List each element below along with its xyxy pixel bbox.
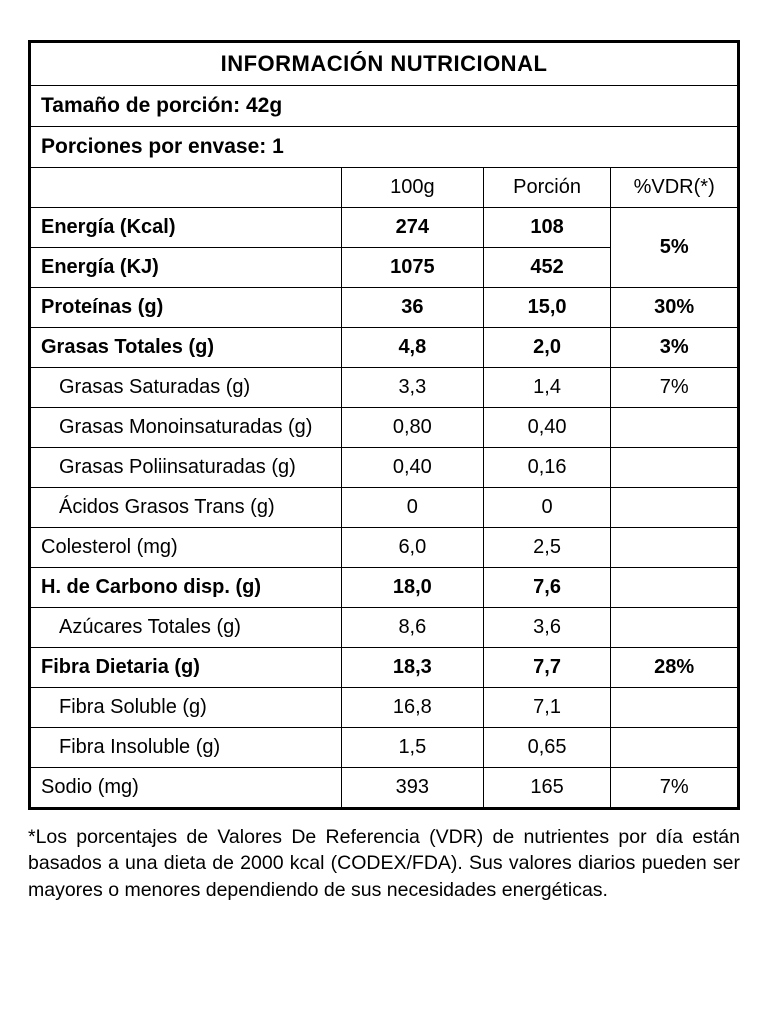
label-fiber-sol: Fibra Soluble (g) bbox=[30, 688, 342, 728]
label-carbs: H. de Carbono disp. (g) bbox=[30, 568, 342, 608]
label-fat-mono: Grasas Monoinsaturadas (g) bbox=[30, 408, 342, 448]
val-fat-total-100g: 4,8 bbox=[341, 328, 483, 368]
val-energy-kcal-portion: 108 bbox=[483, 208, 611, 248]
row-cholesterol: Colesterol (mg) 6,0 2,5 bbox=[30, 528, 739, 568]
val-fat-poly-vdr bbox=[611, 448, 739, 488]
val-energy-kcal-100g: 274 bbox=[341, 208, 483, 248]
label-fat-poly: Grasas Poliinsaturadas (g) bbox=[30, 448, 342, 488]
val-sugars-portion: 3,6 bbox=[483, 608, 611, 648]
val-fiber-100g: 18,3 bbox=[341, 648, 483, 688]
val-protein-vdr: 30% bbox=[611, 288, 739, 328]
val-energy-kj-100g: 1075 bbox=[341, 248, 483, 288]
row-fat-total: Grasas Totales (g) 4,8 2,0 3% bbox=[30, 328, 739, 368]
val-fiber-sol-100g: 16,8 bbox=[341, 688, 483, 728]
val-carbs-100g: 18,0 bbox=[341, 568, 483, 608]
label-fat-total: Grasas Totales (g) bbox=[30, 328, 342, 368]
table-title: INFORMACIÓN NUTRICIONAL bbox=[30, 42, 739, 86]
serving-size-row: Tamaño de porción: 42g bbox=[30, 86, 739, 127]
val-sodium-vdr: 7% bbox=[611, 768, 739, 809]
val-fiber-sol-portion: 7,1 bbox=[483, 688, 611, 728]
val-fat-mono-vdr bbox=[611, 408, 739, 448]
label-sodium: Sodio (mg) bbox=[30, 768, 342, 809]
val-carbs-portion: 7,6 bbox=[483, 568, 611, 608]
row-fiber-insol: Fibra Insoluble (g) 1,5 0,65 bbox=[30, 728, 739, 768]
footnote: *Los porcentajes de Valores De Referenci… bbox=[28, 824, 740, 903]
val-fiber-sol-vdr bbox=[611, 688, 739, 728]
row-fat-mono: Grasas Monoinsaturadas (g) 0,80 0,40 bbox=[30, 408, 739, 448]
label-fiber-insol: Fibra Insoluble (g) bbox=[30, 728, 342, 768]
val-energy-vdr: 5% bbox=[611, 208, 739, 288]
label-protein: Proteínas (g) bbox=[30, 288, 342, 328]
column-header-row: 100g Porción %VDR(*) bbox=[30, 168, 739, 208]
header-blank bbox=[30, 168, 342, 208]
row-fiber-sol: Fibra Soluble (g) 16,8 7,1 bbox=[30, 688, 739, 728]
row-fat-poly: Grasas Poliinsaturadas (g) 0,40 0,16 bbox=[30, 448, 739, 488]
val-fat-trans-vdr bbox=[611, 488, 739, 528]
val-fiber-insol-vdr bbox=[611, 728, 739, 768]
row-energy-kcal: Energía (Kcal) 274 108 5% bbox=[30, 208, 739, 248]
val-protein-100g: 36 bbox=[341, 288, 483, 328]
val-fat-total-vdr: 3% bbox=[611, 328, 739, 368]
label-fiber: Fibra Dietaria (g) bbox=[30, 648, 342, 688]
val-fat-mono-portion: 0,40 bbox=[483, 408, 611, 448]
val-fiber-portion: 7,7 bbox=[483, 648, 611, 688]
val-sugars-100g: 8,6 bbox=[341, 608, 483, 648]
val-sodium-100g: 393 bbox=[341, 768, 483, 809]
header-vdr: %VDR(*) bbox=[611, 168, 739, 208]
val-fat-mono-100g: 0,80 bbox=[341, 408, 483, 448]
val-sodium-portion: 165 bbox=[483, 768, 611, 809]
val-carbs-vdr bbox=[611, 568, 739, 608]
val-fat-total-portion: 2,0 bbox=[483, 328, 611, 368]
header-portion: Porción bbox=[483, 168, 611, 208]
serving-size: Tamaño de porción: 42g bbox=[30, 86, 739, 127]
val-fat-poly-portion: 0,16 bbox=[483, 448, 611, 488]
row-protein: Proteínas (g) 36 15,0 30% bbox=[30, 288, 739, 328]
val-fiber-vdr: 28% bbox=[611, 648, 739, 688]
label-energy-kcal: Energía (Kcal) bbox=[30, 208, 342, 248]
title-row: INFORMACIÓN NUTRICIONAL bbox=[30, 42, 739, 86]
row-fat-sat: Grasas Saturadas (g) 3,3 1,4 7% bbox=[30, 368, 739, 408]
val-fat-trans-100g: 0 bbox=[341, 488, 483, 528]
val-fiber-insol-100g: 1,5 bbox=[341, 728, 483, 768]
val-cholesterol-100g: 6,0 bbox=[341, 528, 483, 568]
servings-per-container-row: Porciones por envase: 1 bbox=[30, 127, 739, 168]
label-sugars: Azúcares Totales (g) bbox=[30, 608, 342, 648]
row-sodium: Sodio (mg) 393 165 7% bbox=[30, 768, 739, 809]
label-fat-sat: Grasas Saturadas (g) bbox=[30, 368, 342, 408]
label-energy-kj: Energía (KJ) bbox=[30, 248, 342, 288]
val-energy-kj-portion: 452 bbox=[483, 248, 611, 288]
val-sugars-vdr bbox=[611, 608, 739, 648]
val-fat-sat-vdr: 7% bbox=[611, 368, 739, 408]
header-100g: 100g bbox=[341, 168, 483, 208]
row-sugars: Azúcares Totales (g) 8,6 3,6 bbox=[30, 608, 739, 648]
label-cholesterol: Colesterol (mg) bbox=[30, 528, 342, 568]
row-carbs: H. de Carbono disp. (g) 18,0 7,6 bbox=[30, 568, 739, 608]
val-fat-trans-portion: 0 bbox=[483, 488, 611, 528]
row-fat-trans: Ácidos Grasos Trans (g) 0 0 bbox=[30, 488, 739, 528]
val-cholesterol-vdr bbox=[611, 528, 739, 568]
servings-per-container: Porciones por envase: 1 bbox=[30, 127, 739, 168]
val-fiber-insol-portion: 0,65 bbox=[483, 728, 611, 768]
nutrition-table: INFORMACIÓN NUTRICIONAL Tamaño de porció… bbox=[28, 40, 740, 810]
val-fat-poly-100g: 0,40 bbox=[341, 448, 483, 488]
val-protein-portion: 15,0 bbox=[483, 288, 611, 328]
val-fat-sat-portion: 1,4 bbox=[483, 368, 611, 408]
val-fat-sat-100g: 3,3 bbox=[341, 368, 483, 408]
label-fat-trans: Ácidos Grasos Trans (g) bbox=[30, 488, 342, 528]
val-cholesterol-portion: 2,5 bbox=[483, 528, 611, 568]
row-fiber: Fibra Dietaria (g) 18,3 7,7 28% bbox=[30, 648, 739, 688]
